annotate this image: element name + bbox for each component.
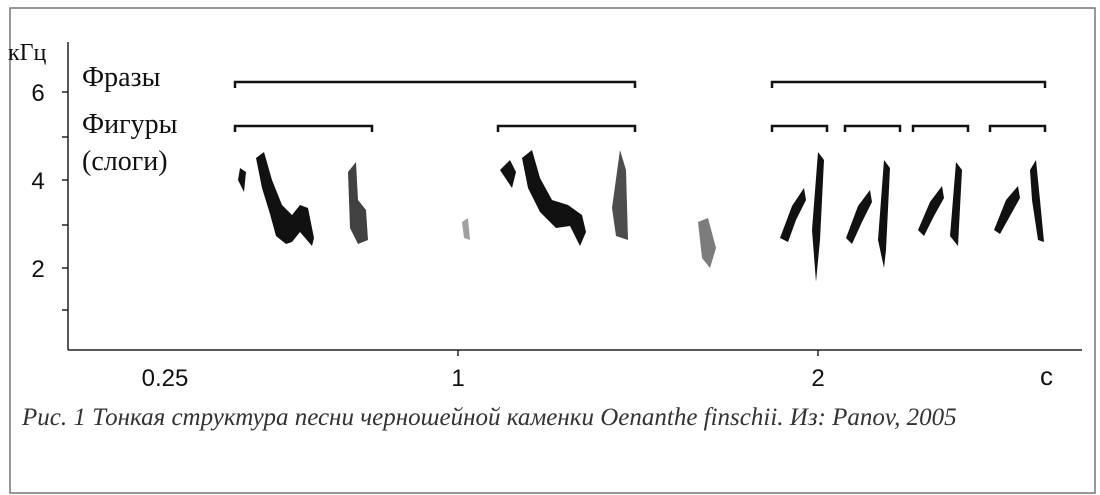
y-tick-label: 2 xyxy=(31,256,44,283)
trace xyxy=(348,162,368,244)
trace xyxy=(462,218,470,240)
y-tick-label: 6 xyxy=(31,80,44,107)
trace xyxy=(878,160,890,268)
spectrogram xyxy=(238,150,1044,282)
figure-bracket xyxy=(498,126,635,132)
trace xyxy=(1030,160,1044,242)
trace xyxy=(500,160,516,188)
x-tick-label: 2 xyxy=(811,365,824,392)
trace xyxy=(994,186,1020,234)
phrase-bracket xyxy=(235,82,635,88)
figure-bracket xyxy=(772,126,827,132)
y-tick-label: 4 xyxy=(31,168,44,195)
trace xyxy=(256,152,314,246)
x-tick-label: 0.25 xyxy=(142,365,189,392)
trace xyxy=(612,150,628,240)
page: кГц с Фразы Фигуры (слоги) 6 4 2 0.25 1 2 Рис… xyxy=(0,0,1100,495)
figure-bracket xyxy=(845,126,900,132)
trace xyxy=(780,188,806,242)
x-tick-label: 1 xyxy=(451,365,464,392)
x-unit: с xyxy=(1040,361,1053,391)
y-unit: кГц xyxy=(8,40,47,66)
figure-bracket xyxy=(913,126,968,132)
figure-bracket xyxy=(990,126,1045,132)
trace xyxy=(812,152,824,282)
trace xyxy=(238,168,246,192)
phrase-bracket xyxy=(772,82,1045,88)
trace xyxy=(950,162,962,246)
row-label: Фигуры xyxy=(82,109,178,140)
trace xyxy=(698,218,716,268)
row-label: (слоги) xyxy=(82,146,168,177)
brackets xyxy=(235,82,1045,132)
caption: Рис. 1 Тонкая структура песни черношейно… xyxy=(22,400,1082,436)
trace xyxy=(846,190,872,244)
row-label: Фразы xyxy=(82,62,161,93)
trace xyxy=(522,150,586,246)
figure-bracket xyxy=(235,126,372,132)
trace xyxy=(918,186,944,236)
